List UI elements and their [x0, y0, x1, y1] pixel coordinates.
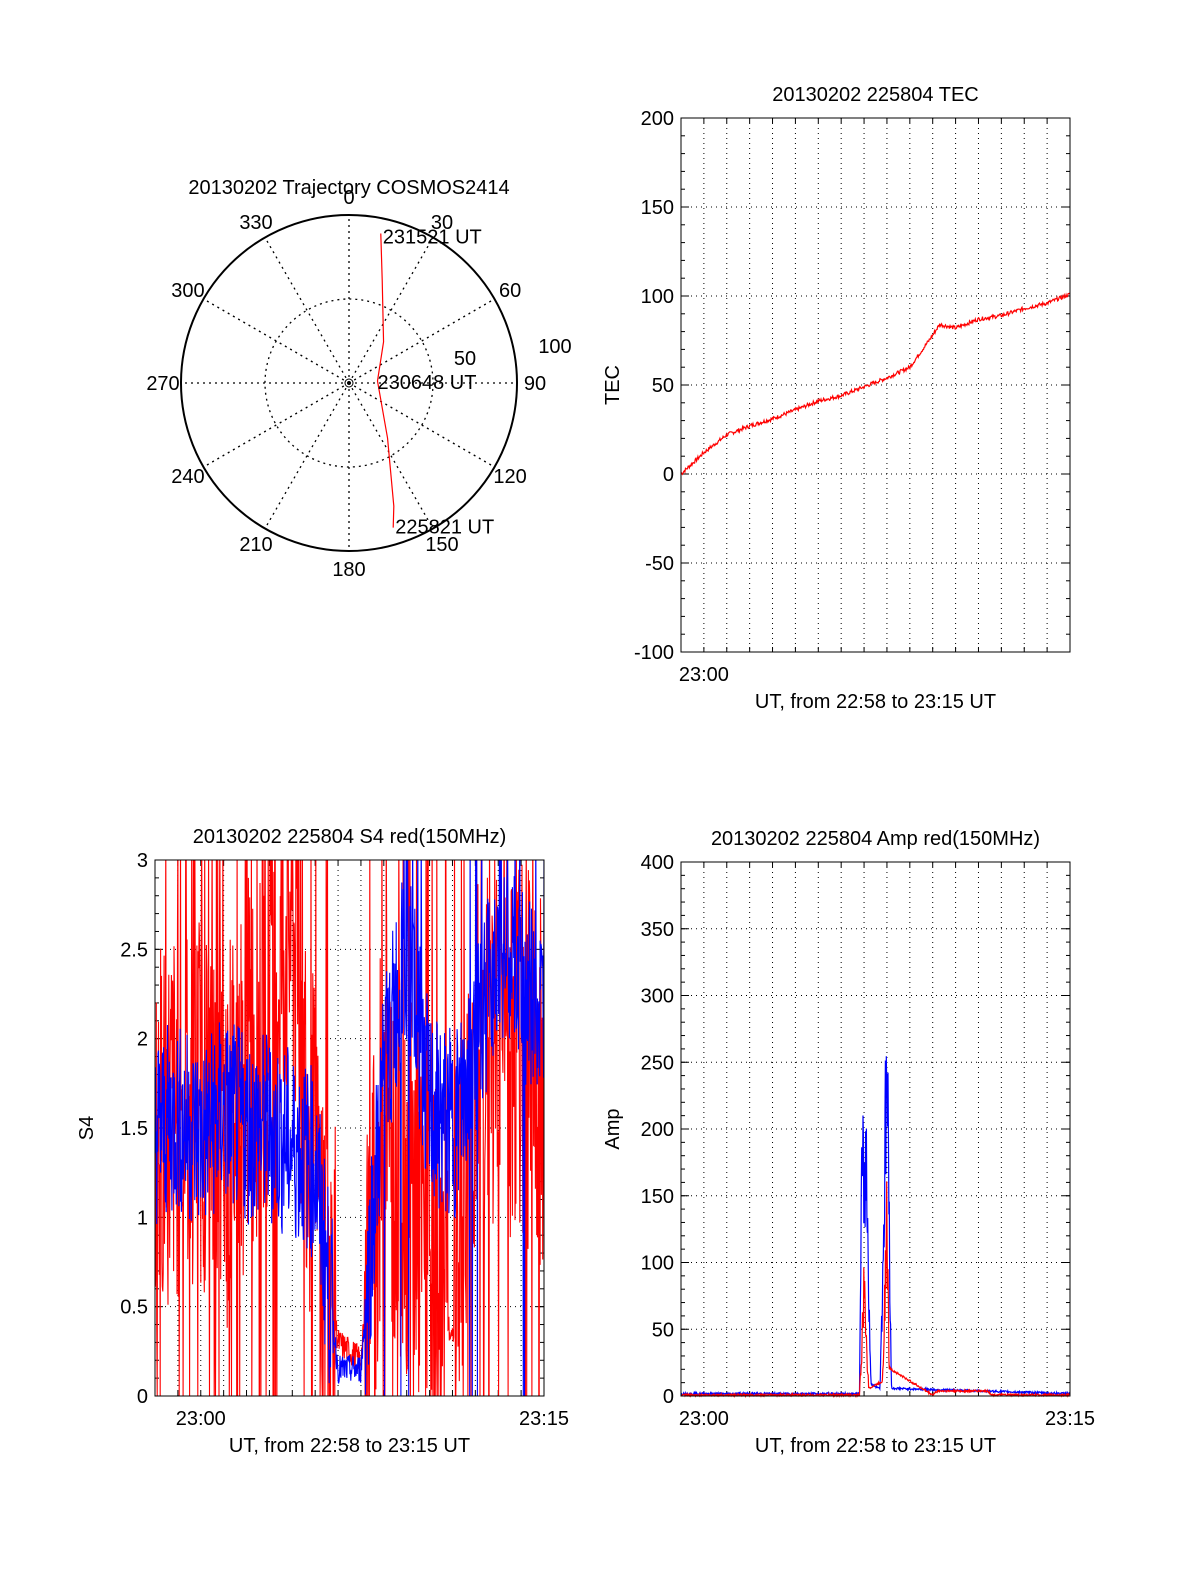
polar-spoke [348, 298, 495, 384]
polar-spoke [348, 237, 434, 384]
y-tick-label: 50 [652, 375, 674, 397]
y-tick-label: 100 [641, 1253, 674, 1275]
polar-angle-label: 210 [239, 534, 272, 556]
x-axis-label: UT, from 22:58 to 23:15 UT [229, 1435, 470, 1457]
x-axis-label: UT, from 22:58 to 23:15 UT [755, 1435, 996, 1457]
x-tick-label: 23:00 [679, 1408, 729, 1430]
amp-series-line [680, 1056, 1071, 1397]
y-tick-label: 1.5 [120, 1118, 148, 1140]
polar-angle-label: 0 [343, 187, 354, 209]
x-tick-label: 23:15 [1045, 1408, 1095, 1430]
polar-title: 20130202 Trajectory COSMOS2414 [188, 177, 509, 199]
polar-spoke [348, 382, 495, 468]
trajectory-label: 225821 UT [395, 517, 494, 539]
polar-spoke [203, 298, 350, 384]
y-tick-label: 250 [641, 1052, 674, 1074]
polar-angle-label: 330 [239, 212, 272, 234]
tec-frame [680, 117, 1071, 653]
y-tick-label: 2 [137, 1029, 148, 1051]
s4-series-line [155, 860, 544, 1396]
trajectory-label: 231521 UT [383, 226, 482, 248]
amp-chart: 20130202 225804 Amp red(150MHz) 0 50 100 150… [602, 828, 1095, 1457]
y-tick-label: 0 [137, 1386, 148, 1408]
x-tick-label: 23:00 [176, 1408, 226, 1430]
s4-chart: 20130202 225804 S4 red(150MHz) 0 0.5 1 1.5 2 2… [76, 826, 569, 1457]
tec-title: 20130202 225804 TEC [772, 84, 978, 106]
polar-radius-label: 100 [538, 336, 571, 358]
polar-angle-label: 240 [171, 466, 204, 488]
x-tick-label: 23:00 [679, 664, 729, 686]
polar-spoke [203, 382, 350, 468]
polar-spoke [264, 382, 350, 529]
s4-title: 20130202 225804 S4 red(150MHz) [193, 826, 507, 848]
s4-frame [154, 859, 545, 1397]
y-tick-label: 3 [137, 850, 148, 872]
y-tick-label: 350 [641, 919, 674, 941]
y-tick-label: 100 [641, 286, 674, 308]
y-tick-label: 400 [641, 852, 674, 874]
tec-chart: 20130202 225804 TEC -100 -50 0 50 100 150 200 23… [602, 84, 1071, 713]
y-tick-label: 0 [663, 464, 674, 486]
x-axis-label: UT, from 22:58 to 23:15 UT [755, 691, 996, 713]
polar-spoke [264, 237, 350, 384]
amp-frame [680, 861, 1071, 1397]
polar-angle-label: 150 [425, 534, 458, 556]
polar-angle-label: 60 [499, 280, 521, 302]
polar-center [344, 378, 354, 388]
y-tick-label: 50 [652, 1319, 674, 1341]
polar-angle-label: 180 [332, 559, 365, 581]
polar-angle-label: 30 [431, 212, 453, 234]
trajectory-label: 230648 UT [377, 372, 476, 394]
y-tick-label: 2.5 [120, 939, 148, 961]
y-tick-label: 150 [641, 197, 674, 219]
y-tick-label: 200 [641, 108, 674, 130]
trajectory-line [376, 233, 395, 528]
polar-angle-label: 270 [146, 373, 179, 395]
y-tick-label: 150 [641, 1186, 674, 1208]
y-tick-label: 0.5 [120, 1297, 148, 1319]
amp-series-line [680, 1181, 1071, 1399]
amp-title: 20130202 225804 Amp red(150MHz) [711, 828, 1040, 850]
polar-angle-label: 120 [493, 466, 526, 488]
y-tick-label: 200 [641, 1119, 674, 1141]
y-axis-label: TEC [602, 365, 624, 405]
tec-series-line [680, 292, 1071, 476]
y-axis-label: Amp [602, 1108, 624, 1149]
x-tick-label: 23:15 [519, 1408, 569, 1430]
y-tick-label: 0 [663, 1386, 674, 1408]
y-tick-label: -50 [645, 553, 674, 575]
y-axis-label: S4 [76, 1116, 98, 1140]
polar-spoke [348, 382, 434, 529]
y-tick-label: 300 [641, 986, 674, 1008]
y-tick-label: -100 [634, 642, 674, 664]
y-tick-label: 1 [137, 1207, 148, 1229]
polar-outer-ring [180, 214, 518, 552]
polar-angle-label: 300 [171, 280, 204, 302]
polar-radius-label: 50 [454, 348, 476, 370]
polar-angle-label: 90 [524, 373, 546, 395]
